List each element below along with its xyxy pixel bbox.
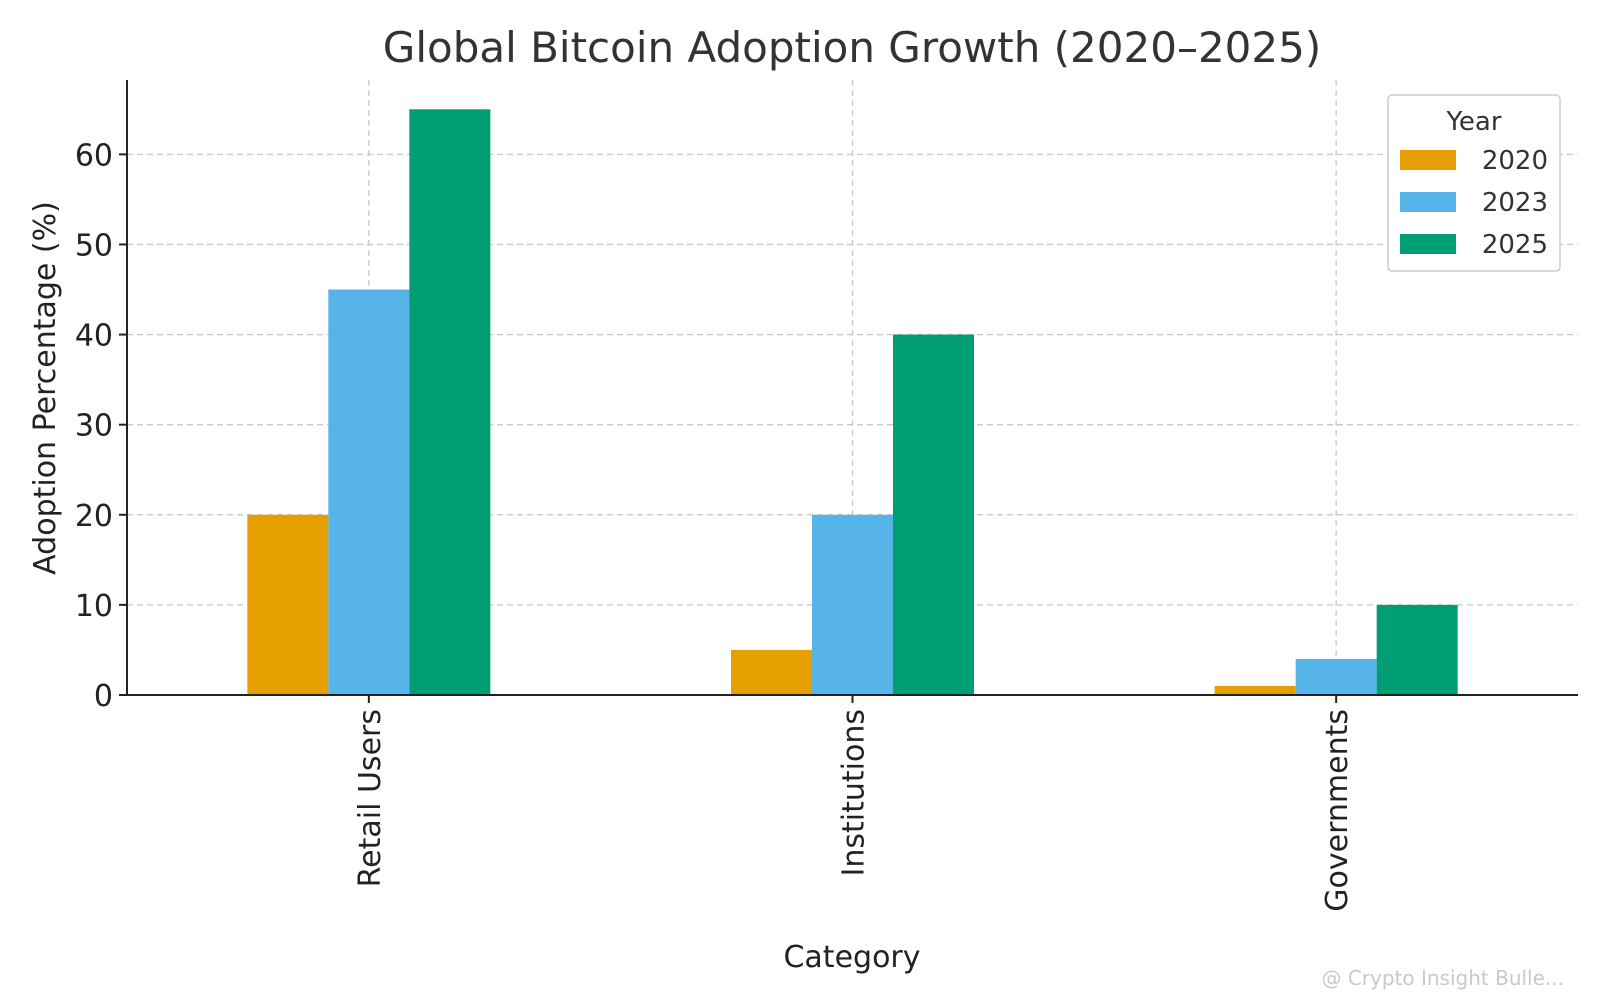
legend-label-2020: 2020 <box>1482 146 1548 176</box>
legend-title: Year <box>1445 107 1501 137</box>
watermark: @ Crypto Insight Bulle... <box>1321 966 1564 990</box>
chart-title: Global Bitcoin Adoption Growth (2020–202… <box>383 23 1321 72</box>
y-tick-label: 60 <box>75 138 113 173</box>
bar-2020-retail-users <box>247 514 329 695</box>
y-tick-label: 20 <box>75 499 113 534</box>
x-tick-label: Governments <box>1320 709 1355 912</box>
bar-2020-institutions <box>731 649 812 695</box>
bar-2023-governments <box>1295 658 1377 695</box>
y-axis-label: Adoption Percentage (%) <box>28 201 63 575</box>
bar-2020-governments <box>1214 685 1296 695</box>
bar-2025-governments <box>1376 604 1458 695</box>
y-tick-label: 10 <box>75 589 113 624</box>
x-axis-label: Category <box>783 940 920 975</box>
legend-box <box>1387 94 1561 272</box>
bar-2025-retail-users <box>409 109 491 696</box>
legend-swatch-2020 <box>1400 150 1456 170</box>
legend-label-2023: 2023 <box>1482 188 1548 218</box>
bar-2023-retail-users <box>328 289 410 695</box>
x-tick-label: Retail Users <box>353 709 388 887</box>
bars <box>247 109 1458 696</box>
y-tick-label: 0 <box>94 679 113 714</box>
legend-swatch-2023 <box>1400 192 1456 212</box>
x-tick-label: Institutions <box>837 709 872 876</box>
legend: Year 2020 2023 2025 <box>1387 94 1561 272</box>
bar-2025-institutions <box>893 334 974 695</box>
legend-label-2025: 2025 <box>1482 230 1548 260</box>
y-tick-label: 50 <box>75 228 113 263</box>
bar-2023-institutions <box>812 514 893 695</box>
y-tick-label: 40 <box>75 319 113 354</box>
axes: 0 10 20 30 40 50 60 Retail Users Institutions Gov… <box>75 80 1578 912</box>
legend-swatch-2025 <box>1400 234 1456 254</box>
y-tick-label: 30 <box>75 409 113 444</box>
